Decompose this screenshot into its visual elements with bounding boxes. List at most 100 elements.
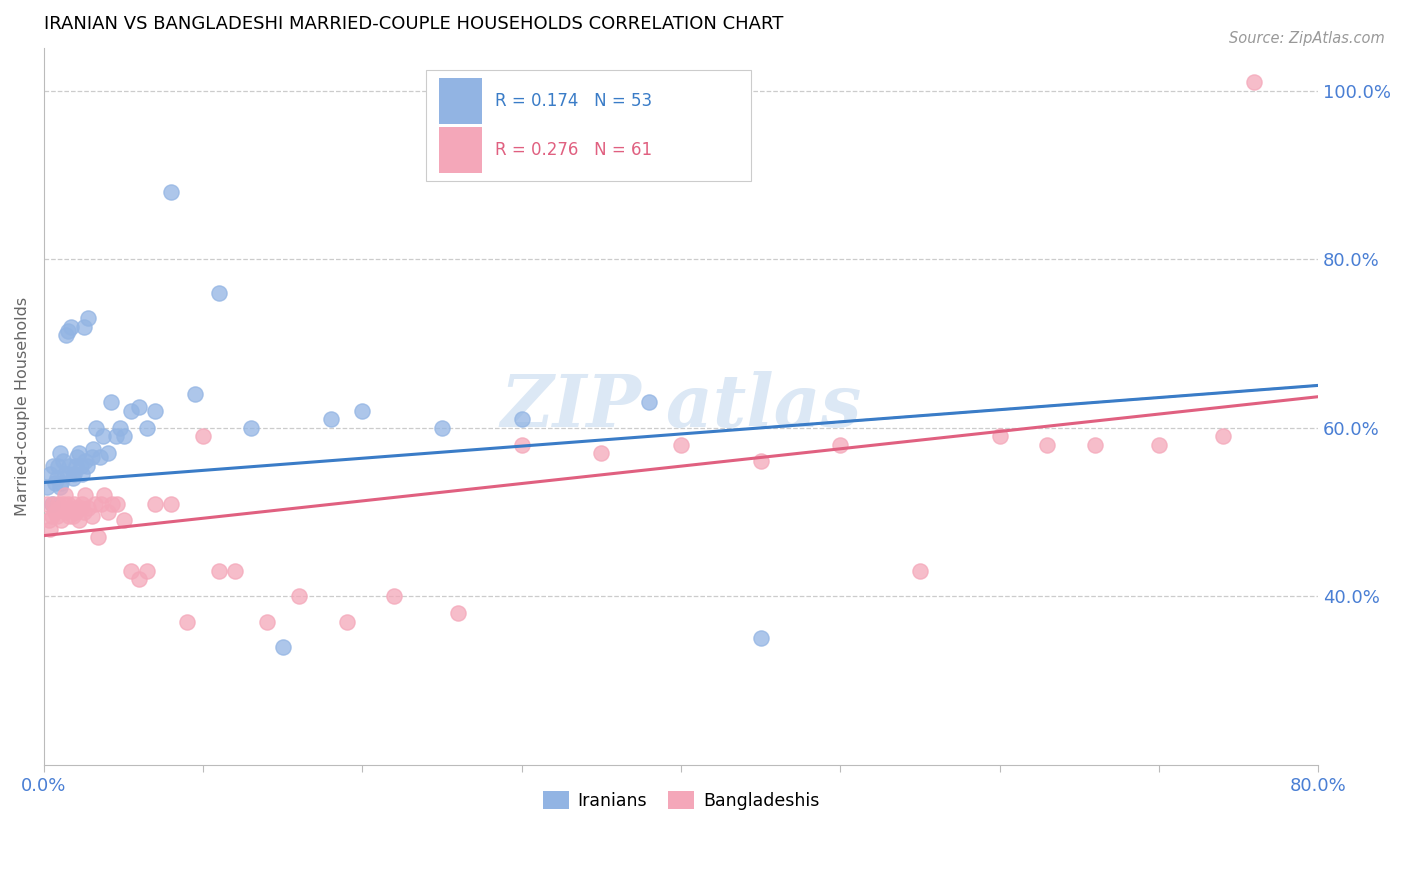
Iranians (59, 319, 82, 334)
Bangladeshis (830, 437, 852, 451)
Bangladeshis (58, 509, 80, 524)
Bangladeshis (447, 606, 470, 620)
Iranians (86, 421, 108, 435)
Iranians (63, 467, 86, 481)
Iranians (67, 446, 90, 460)
Bangladeshis (46, 497, 69, 511)
Bangladeshis (256, 615, 278, 629)
Iranians (91, 429, 114, 443)
Bangladeshis (1147, 437, 1170, 451)
Iranians (56, 324, 79, 338)
Bangladeshis (128, 573, 150, 587)
Iranians (62, 471, 84, 485)
Bangladeshis (45, 509, 67, 524)
Bangladeshis (83, 497, 105, 511)
Bangladeshis (49, 500, 72, 515)
Bangladeshis (67, 513, 90, 527)
Text: R = 0.174   N = 53: R = 0.174 N = 53 (495, 92, 652, 110)
Bangladeshis (65, 505, 87, 519)
Iranians (80, 450, 103, 465)
Iranians (45, 471, 67, 485)
Bangladeshis (63, 497, 86, 511)
Bangladeshis (38, 513, 60, 527)
Bangladeshis (335, 615, 357, 629)
Text: ZIP atlas: ZIP atlas (501, 371, 862, 442)
Iranians (110, 421, 132, 435)
Bangladeshis (208, 564, 231, 578)
Iranians (58, 458, 80, 473)
Iranians (97, 446, 120, 460)
FancyBboxPatch shape (426, 70, 751, 181)
Iranians (41, 497, 63, 511)
Bangladeshis (97, 505, 120, 519)
Iranians (56, 467, 79, 481)
Iranians (319, 412, 342, 426)
Bangladeshis (66, 500, 89, 515)
Bangladeshis (90, 497, 112, 511)
Bangladeshis (112, 513, 135, 527)
Bangladeshis (160, 497, 183, 511)
Bangladeshis (1036, 437, 1059, 451)
Bangladeshis (41, 509, 63, 524)
Iranians (65, 458, 87, 473)
Bangladeshis (56, 497, 79, 511)
Iranians (136, 421, 159, 435)
FancyBboxPatch shape (439, 78, 482, 124)
Iranians (49, 446, 72, 460)
Bangladeshis (44, 505, 66, 519)
Bangladeshis (1243, 75, 1265, 89)
Iranians (76, 458, 98, 473)
Iranians (352, 404, 374, 418)
Iranians (184, 387, 207, 401)
Iranians (66, 450, 89, 465)
Iranians (145, 404, 167, 418)
Iranians (55, 328, 77, 343)
Legend: Iranians, Bangladeshis: Iranians, Bangladeshis (536, 784, 827, 817)
Iranians (638, 395, 661, 409)
Bangladeshis (55, 505, 77, 519)
Bangladeshis (669, 437, 692, 451)
Bangladeshis (749, 454, 772, 468)
Bangladeshis (176, 615, 198, 629)
Bangladeshis (908, 564, 931, 578)
Iranians (69, 458, 91, 473)
Iranians (749, 632, 772, 646)
Bangladeshis (80, 509, 103, 524)
Iranians (35, 480, 58, 494)
Bangladeshis (62, 509, 84, 524)
Bangladeshis (193, 429, 215, 443)
Bangladeshis (510, 437, 533, 451)
Bangladeshis (51, 513, 73, 527)
Text: R = 0.276   N = 61: R = 0.276 N = 61 (495, 141, 652, 159)
Bangladeshis (53, 488, 76, 502)
Iranians (430, 421, 453, 435)
Iranians (239, 421, 262, 435)
Bangladeshis (70, 497, 93, 511)
Iranians (42, 458, 65, 473)
Bangladeshis (75, 488, 97, 502)
Iranians (160, 185, 183, 199)
Iranians (49, 480, 72, 494)
Bangladeshis (69, 500, 91, 515)
Iranians (44, 475, 66, 490)
Bangladeshis (988, 429, 1011, 443)
Y-axis label: Married-couple Households: Married-couple Households (15, 297, 30, 516)
Iranians (208, 285, 231, 300)
Iranians (70, 467, 93, 481)
Iranians (53, 467, 76, 481)
Bangladeshis (93, 488, 115, 502)
Iranians (121, 404, 143, 418)
FancyBboxPatch shape (439, 127, 482, 173)
Bangladeshis (224, 564, 246, 578)
Iranians (510, 412, 533, 426)
Iranians (82, 442, 104, 456)
Bangladeshis (52, 497, 75, 511)
Bangladeshis (105, 497, 128, 511)
Bangladeshis (39, 522, 62, 536)
Bangladeshis (1084, 437, 1107, 451)
Bangladeshis (287, 589, 309, 603)
Bangladeshis (101, 497, 124, 511)
Iranians (75, 454, 97, 468)
Iranians (46, 458, 69, 473)
Iranians (271, 640, 294, 654)
